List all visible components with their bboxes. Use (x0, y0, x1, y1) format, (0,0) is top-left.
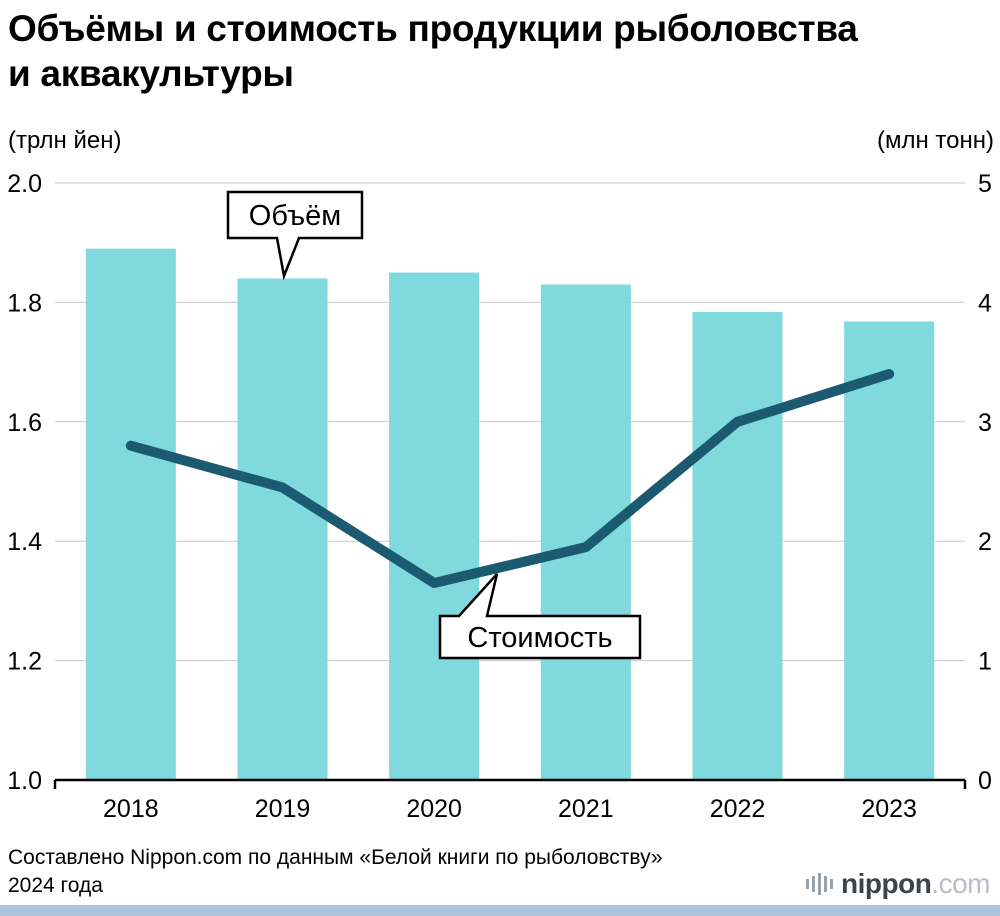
x-axis-label-2022: 2022 (710, 795, 766, 823)
left-axis-tick-label: 2.0 (7, 170, 42, 198)
chart-title-line-1: Объёмы и стоимость продукции рыболовства (8, 8, 858, 49)
nippon-logo-text: nippon.com (841, 868, 990, 900)
left-axis-tick-label: 1.2 (7, 648, 42, 676)
right-axis-tick-label: 3 (978, 409, 992, 437)
right-axis-tick-label: 4 (978, 289, 992, 317)
nippon-logo: nippon.com (804, 868, 990, 900)
value-callout-box (438, 573, 642, 660)
volume-bar-2019 (237, 278, 328, 780)
chart-title: Объёмы и стоимость продукции рыболовства… (8, 6, 858, 96)
nippon-logo-icon (806, 873, 834, 895)
volume-callout-label: Объём (249, 200, 341, 232)
left-axis-unit-label: (трлн йен) (8, 127, 122, 154)
right-axis-tick-label: 2 (978, 528, 992, 556)
source-note-line-2: 2024 года (8, 873, 103, 897)
left-axis-tick-label: 1.8 (7, 289, 42, 317)
volume-bar-2020 (389, 272, 480, 780)
x-axis-label-2019: 2019 (255, 795, 311, 823)
chart-title-line-2: и аквакультуры (8, 53, 294, 95)
right-axis-tick-label: 0 (978, 767, 992, 795)
volume-bar-2021 (540, 284, 631, 780)
source-note-line-1: Составлено Nippon.com по данным «Белой к… (8, 846, 663, 869)
source-note: Составлено Nippon.com по данным «Белой к… (8, 844, 663, 899)
right-axis-unit-label: (млн тонн) (877, 127, 994, 154)
logo-suffix: .com (931, 868, 990, 899)
left-axis-tick-label: 1.4 (7, 528, 42, 556)
volume-callout-box (226, 190, 364, 281)
value-line (125, 369, 895, 588)
left-axis-tick-label: 1.6 (7, 409, 42, 437)
x-axis-label-2020: 2020 (406, 795, 462, 823)
right-axis-tick-label: 5 (978, 170, 992, 198)
left-axis-tick-label: 1.0 (7, 767, 42, 795)
x-axis-label-2021: 2021 (558, 795, 614, 823)
volume-bar-2018 (85, 248, 176, 781)
x-axis-label-2023: 2023 (861, 795, 917, 823)
volume-bar-2023 (844, 321, 935, 780)
logo-word: nippon (841, 868, 932, 899)
value-callout-label: Стоимость (467, 622, 612, 654)
right-axis-tick-label: 1 (978, 648, 992, 676)
x-axis-label-2018: 2018 (103, 795, 159, 823)
bottom-accent-bar (0, 905, 1000, 916)
volume-bar-2022 (692, 311, 783, 780)
